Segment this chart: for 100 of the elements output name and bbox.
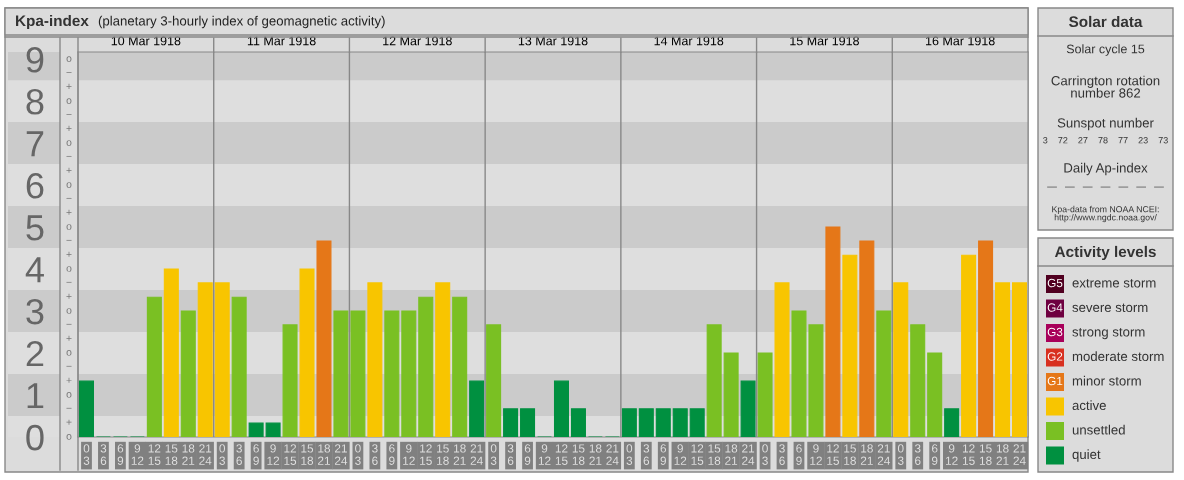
bar xyxy=(655,408,671,437)
bar xyxy=(893,282,909,437)
text: G2 xyxy=(1047,352,1063,361)
chart-subtitle: (planetary 3-hourly index of geomagnetic activity) xyxy=(98,15,385,29)
bar xyxy=(689,408,705,437)
x-tick-label: 21 24 xyxy=(877,444,891,465)
y-tick-label: 9 xyxy=(26,47,44,73)
text: + xyxy=(66,419,72,425)
x2-tick-label: 10 Mar 1918 xyxy=(111,36,181,46)
x-tick-label: 15 18 xyxy=(979,444,992,465)
bar xyxy=(367,282,383,437)
bar xyxy=(231,296,247,437)
y-tick-label: 3 xyxy=(26,298,44,325)
text: + xyxy=(66,251,72,257)
x-tick-label: 15 18 xyxy=(572,444,585,465)
x-tick-label: 0 3 xyxy=(355,444,361,465)
text: o xyxy=(66,350,72,356)
text: Kpa-data from NOAA NCEI: http://www.ngdc.noaa.gov/ xyxy=(1052,205,1159,223)
bar xyxy=(553,380,569,437)
x-tick-label: 18 21 xyxy=(996,444,1009,465)
x-tick-label: 15 18 xyxy=(708,444,721,465)
bar xyxy=(944,408,960,437)
bar xyxy=(503,408,519,437)
text: + xyxy=(66,209,72,215)
text: Carrington rotation number 862 xyxy=(1051,75,1160,98)
x-tick-label: 0 3 xyxy=(762,444,768,465)
category-label: moderate storm xyxy=(1072,351,1164,362)
text: − xyxy=(66,323,72,325)
x-tick-label: 12 15 xyxy=(420,444,432,465)
x-tick-label: 12 15 xyxy=(284,444,297,465)
x-tick-label: 12 15 xyxy=(962,444,975,465)
chart-title: Kpa-index xyxy=(16,14,89,30)
text: o xyxy=(66,182,72,188)
bar xyxy=(401,310,417,437)
x-tick-label: 9 12 xyxy=(946,444,958,465)
text: + xyxy=(66,167,72,173)
x-tick-label: 12 15 xyxy=(691,444,704,465)
y-tick-label: 0 xyxy=(26,424,44,451)
text: 3 72 27 78 77 23 73 xyxy=(1043,137,1168,144)
x-tick-label: 6 9 xyxy=(253,444,259,465)
text: + xyxy=(66,377,72,383)
category-label: active xyxy=(1072,400,1106,411)
text: o xyxy=(66,434,72,440)
text: − xyxy=(66,197,72,199)
x-tick-label: 9 12 xyxy=(810,444,822,465)
x-tick-label: 12 15 xyxy=(148,444,161,465)
text: − xyxy=(66,155,72,157)
category-label: severe storm xyxy=(1072,303,1148,313)
x-tick-label: 9 12 xyxy=(403,444,415,465)
bar xyxy=(672,408,688,437)
category-label: extreme storm xyxy=(1072,278,1156,288)
x-tick-label: 12 15 xyxy=(555,444,568,465)
text: Daily Ap-index xyxy=(1064,162,1148,176)
text: Solar data xyxy=(1069,15,1143,28)
bar xyxy=(978,240,994,437)
text: G4 xyxy=(1047,303,1063,312)
x-tick-label: 15 18 xyxy=(437,444,449,465)
x-tick-label: 3 6 xyxy=(372,444,378,465)
bar xyxy=(876,310,892,437)
bar xyxy=(757,352,773,437)
bar xyxy=(825,226,841,437)
x2-tick-label: 11 Mar 1918 xyxy=(247,36,316,46)
text: − xyxy=(66,113,72,115)
x-tick-label: 3 6 xyxy=(236,444,242,465)
x-tick-label: 6 9 xyxy=(389,444,395,465)
bar xyxy=(927,352,943,437)
x2-tick-label: 14 Mar 1918 xyxy=(654,36,724,46)
bar xyxy=(299,268,315,437)
bar xyxy=(214,282,230,437)
text: G1 xyxy=(1047,376,1063,386)
x-tick-label: 3 6 xyxy=(100,444,107,465)
y-tick-label: 2 xyxy=(26,340,44,367)
x-tick-label: 3 6 xyxy=(779,444,785,465)
bar xyxy=(706,324,722,437)
text: G5 xyxy=(1047,278,1063,288)
x-tick-label: 18 21 xyxy=(453,444,466,465)
bar xyxy=(995,282,1011,437)
text: − xyxy=(66,281,72,283)
bar xyxy=(740,380,756,437)
bar xyxy=(418,296,434,437)
x-tick-label: 18 21 xyxy=(860,444,873,465)
bar xyxy=(520,408,536,437)
x-tick-label: 6 9 xyxy=(931,444,938,465)
category-label: unsettled xyxy=(1072,424,1125,435)
text: − xyxy=(66,239,72,241)
bar xyxy=(452,296,468,437)
x2-tick-label: 16 Mar 1918 xyxy=(926,36,995,46)
text: + xyxy=(66,293,72,299)
bar xyxy=(621,408,637,437)
x-tick-label: 9 12 xyxy=(267,444,280,465)
text: Sunspot number xyxy=(1057,117,1154,131)
x-tick-label: 21 24 xyxy=(334,444,348,465)
bar xyxy=(638,408,654,437)
bar xyxy=(197,282,213,437)
x-tick-label: 18 21 xyxy=(318,444,331,465)
text: o xyxy=(66,308,72,314)
bar xyxy=(282,324,298,437)
x2-tick-label: 13 Mar 1918 xyxy=(518,36,588,46)
x-tick-label: 18 21 xyxy=(589,444,602,465)
text: G3 xyxy=(1047,327,1063,337)
